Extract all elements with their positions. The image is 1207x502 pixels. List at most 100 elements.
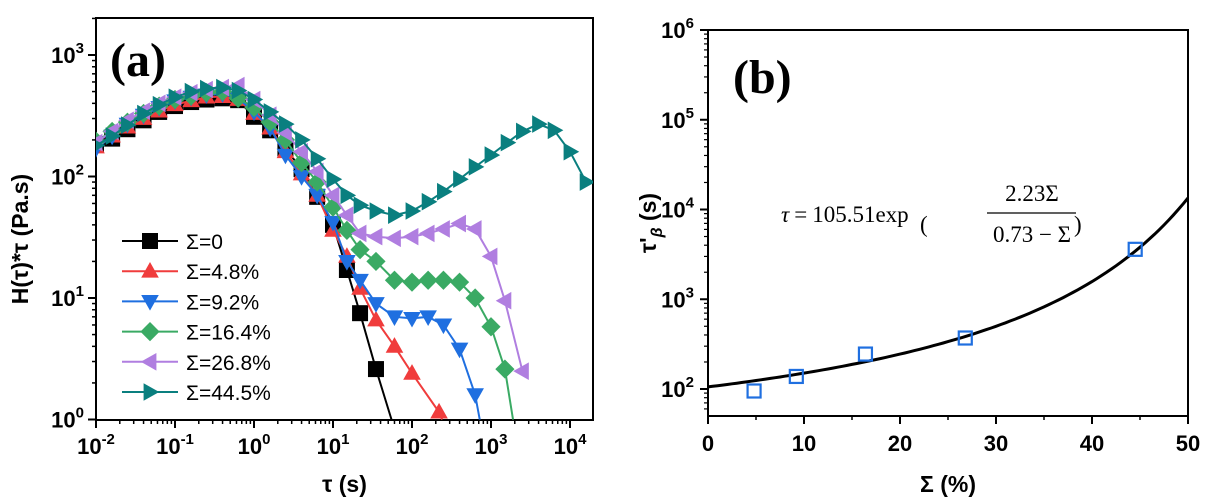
marker-triangle-right	[388, 206, 404, 225]
marker-triangle-up	[141, 262, 159, 278]
y-label-subscript: β	[649, 227, 666, 238]
marker-triangle-left	[337, 206, 354, 225]
marker-triangle-right	[579, 173, 593, 191]
tick-exponent: 4	[578, 431, 587, 448]
x-tick-label: 10	[792, 431, 816, 456]
legend-label: Σ=4.8%	[186, 261, 259, 284]
y-tick-label: 104	[661, 195, 694, 223]
tick-exponent: 2	[420, 431, 428, 448]
legend-label: Σ=9.2%	[186, 291, 259, 314]
marker-triangle-right	[96, 140, 106, 151]
y-tick-label: 105	[661, 105, 694, 133]
tick-exponent: 4	[686, 195, 695, 212]
marker-diamond	[307, 172, 327, 192]
y-tick-label: 101	[51, 283, 84, 311]
tick-exponent: 3	[686, 284, 694, 301]
marker-diamond	[481, 317, 501, 337]
marker-open-square	[857, 346, 874, 362]
marker-triangle-left	[140, 353, 157, 371]
marker-diamond	[433, 270, 454, 290]
tick-exponent: 2	[76, 162, 84, 179]
marker-triangle-right	[369, 202, 386, 220]
equation-right-paren: )	[1074, 212, 1082, 237]
marker-triangle-left	[513, 362, 529, 380]
y-label-unit: (s)	[635, 193, 661, 228]
tick-exponent: 0	[262, 431, 270, 448]
marker-triangle-left	[276, 123, 292, 142]
tick-base: 10	[51, 286, 75, 311]
marker-triangle-down	[434, 318, 453, 335]
marker-triangle-down	[385, 310, 404, 327]
tick-base: 10	[475, 434, 499, 459]
marker-diamond	[449, 272, 470, 292]
x-tick-label: 40	[1080, 431, 1104, 456]
x-tick-label: 103	[475, 431, 508, 459]
marker-diamond	[465, 288, 485, 308]
marker-triangle-left	[385, 229, 401, 248]
marker-triangle-right	[405, 202, 422, 220]
marker-triangle-right	[105, 127, 122, 145]
marker-square	[352, 305, 369, 322]
tick-base: 10	[661, 198, 685, 223]
y-axis-label: H(τ)*τ (Pa.s)	[7, 174, 33, 304]
marker-triangle-down	[276, 148, 295, 165]
tick-exponent: 1	[341, 431, 349, 448]
marker-triangle-right	[295, 131, 311, 149]
marker-triangle-right	[468, 158, 485, 176]
marker-triangle-right	[279, 115, 295, 133]
marker-diamond	[366, 251, 386, 272]
marker-diamond	[140, 322, 160, 342]
marker-triangle-right	[484, 146, 501, 164]
y-tick-label: 100	[51, 405, 84, 433]
tick-exponent: 1	[76, 283, 84, 300]
marker-triangle-right	[340, 186, 357, 205]
x-axis-label: Σ (%)	[920, 471, 976, 497]
marker-triangle-down	[466, 388, 484, 404]
equation-coef: 105.51exp	[812, 202, 908, 227]
tick-base: 10	[317, 434, 341, 459]
marker-triangle-right	[200, 79, 216, 98]
marker-triangle-right	[263, 103, 280, 121]
marker-triangle-up	[367, 310, 385, 327]
tick-exponent: 0	[76, 405, 84, 422]
x-tick-label: 10-2	[77, 431, 115, 459]
fit-curve	[707, 197, 1190, 389]
tick-base: 10	[661, 377, 685, 402]
marker-triangle-left	[434, 220, 450, 238]
marker-triangle-left	[366, 227, 383, 246]
marker-triangle-right	[168, 88, 185, 106]
equation-numerator: 2.23Σ	[1005, 181, 1059, 206]
tick-base: 10	[77, 434, 101, 459]
y-tick-label: 103	[661, 284, 694, 312]
marker-triangle-right	[247, 90, 264, 109]
tick-exponent: 5	[686, 105, 694, 122]
marker-triangle-down	[141, 295, 159, 311]
panel-label: (b)	[733, 51, 792, 104]
marker-triangle-right	[231, 81, 248, 100]
x-tick-label: 104	[554, 431, 587, 459]
marker-open-square	[1127, 241, 1143, 257]
marker-diamond	[402, 272, 422, 292]
y-axis-label: τ'β (s)	[635, 193, 666, 253]
marker-triangle-left	[481, 247, 498, 266]
marker-triangle-right	[500, 133, 517, 152]
marker-open-square	[957, 330, 973, 346]
marker-triangle-down	[419, 310, 437, 327]
marker-triangle-up	[403, 364, 421, 380]
tick-base: 10	[396, 434, 420, 459]
marker-triangle-right	[547, 121, 564, 140]
x-tick-label: 10-1	[156, 431, 194, 459]
y-label-main: τ'	[635, 237, 661, 253]
panel-label: (a)	[110, 34, 166, 87]
x-tick-label: 20	[888, 431, 912, 456]
tick-exponent: -2	[102, 431, 115, 448]
marker-triangle-right	[143, 383, 160, 401]
marker-open-square	[746, 383, 762, 399]
tick-base: 10	[51, 43, 75, 68]
legend-label: Σ=16.4%	[186, 322, 271, 345]
marker-triangle-right	[326, 170, 343, 189]
plot-frame	[95, 17, 594, 421]
marker-triangle-down	[308, 188, 326, 205]
tick-base: 10	[238, 434, 262, 459]
